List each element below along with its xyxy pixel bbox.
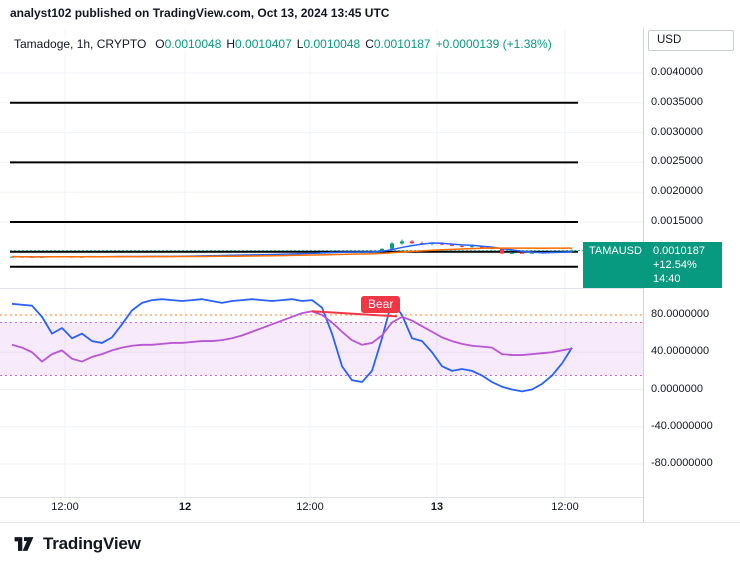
indicator-tick-label: -40.0000000 — [651, 419, 713, 432]
time-tick-label: 12:00 — [296, 501, 324, 513]
time-tick-label: 12:00 — [51, 501, 79, 513]
open-value: 0.0010048 — [164, 37, 222, 51]
bear-label[interactable]: Bear — [361, 296, 401, 314]
price-tick-label: 0.0020000 — [651, 185, 703, 198]
time-tick-label: 12 — [178, 501, 192, 513]
symbol-title[interactable]: Tamadoge, 1h, CRYPTO — [14, 37, 147, 51]
high-value: 0.0010407 — [235, 37, 292, 51]
change-value: +0.0000139 (+1.38%) — [435, 37, 552, 51]
tradingview-logo-text[interactable]: TradingView — [43, 534, 141, 553]
price-tick-label: 0.0035000 — [651, 95, 703, 108]
published-caption: analyst102 published on TradingView.com,… — [10, 6, 390, 20]
indicator-tick-label: 40.0000000 — [651, 345, 710, 358]
high-label: H — [226, 37, 236, 51]
symbol-legend: Tamadoge, 1h, CRYPTO O0.0010048 H0.0010407… — [14, 37, 552, 51]
currency-box[interactable]: USD — [648, 30, 734, 51]
time-tick-label: 12:00 — [551, 501, 579, 513]
open-label: O — [155, 37, 165, 51]
indicator-tick-label: -80.0000000 — [651, 457, 713, 469]
badge-time: 14:40 — [653, 272, 681, 285]
price-tick-label: 0.0015000 — [651, 215, 703, 227]
tradingview-logo-icon[interactable] — [12, 532, 36, 556]
badge-symbol: TAMAUSD — [589, 244, 642, 257]
price-badge[interactable]: TAMAUSD 0.0010187 +12.54% 14:40 — [583, 241, 722, 288]
low-value: 0.0010048 — [303, 37, 361, 51]
badge-change: +12.54% — [653, 258, 697, 271]
indicator-tick-label: 80.0000000 — [651, 308, 710, 320]
footer: TradingView — [12, 530, 141, 558]
time-axis[interactable]: 12:00 12 12:00 13 12:00 — [0, 497, 643, 522]
time-tick-label: 13 — [430, 501, 444, 513]
indicator-tick-label: 0.0000000 — [651, 382, 703, 395]
currency-label: USD — [657, 34, 682, 46]
close-value: 0.0010187 — [373, 37, 431, 51]
close-label: C — [365, 37, 374, 51]
price-tick-label: 0.0040000 — [651, 66, 703, 78]
badge-price: 0.0010187 — [653, 244, 705, 257]
price-tick-label: 0.0030000 — [651, 125, 703, 138]
price-tick-label: 0.0025000 — [651, 155, 703, 168]
low-label: L — [296, 37, 304, 51]
